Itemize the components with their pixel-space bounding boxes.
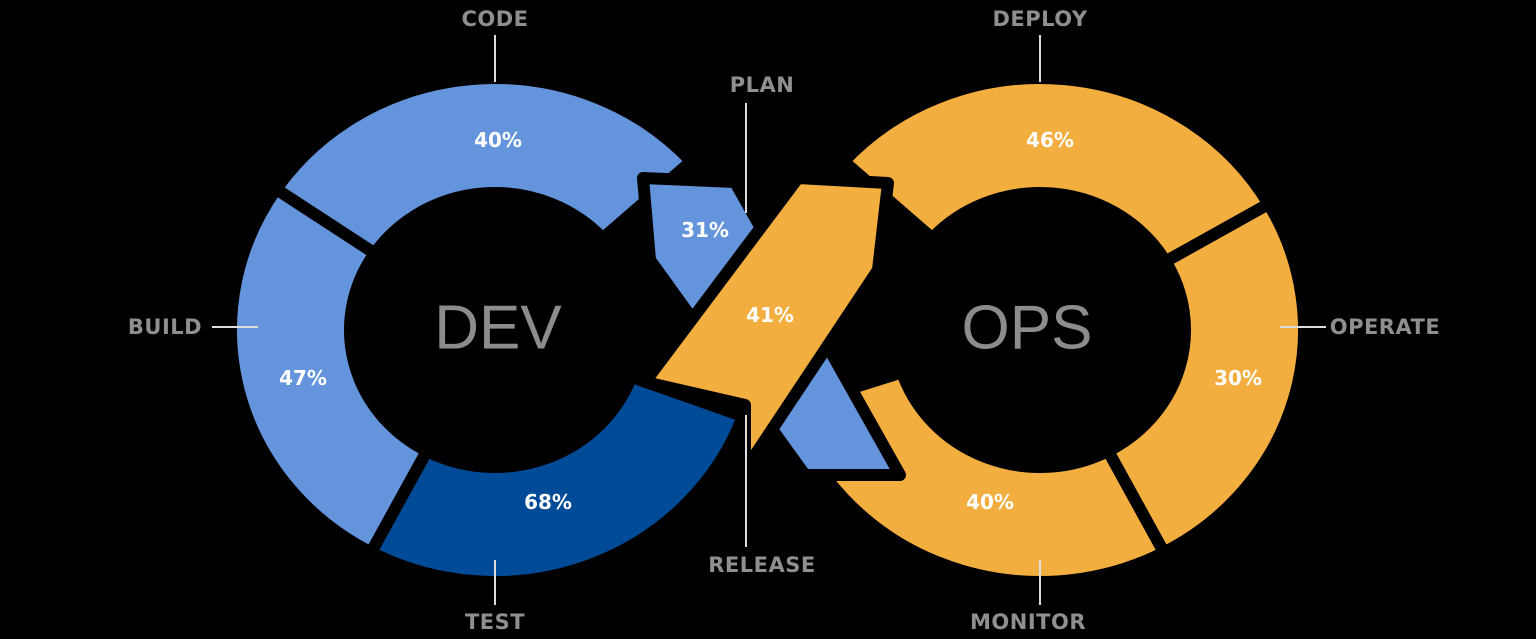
build-percent: 47% xyxy=(279,366,327,390)
ops-center-label: OPS xyxy=(961,293,1093,363)
build-segment xyxy=(225,183,433,559)
deploy-segment xyxy=(837,72,1275,268)
deploy-percent: 46% xyxy=(1026,128,1074,152)
monitor-percent: 40% xyxy=(966,490,1014,514)
code-percent: 40% xyxy=(474,128,522,152)
release-label: RELEASE xyxy=(708,553,816,577)
operate-percent: 30% xyxy=(1214,366,1262,390)
release-percent: 41% xyxy=(746,303,794,327)
dev-center-label: DEV xyxy=(434,293,562,363)
build-label: BUILD xyxy=(127,315,203,339)
code-segment xyxy=(265,72,698,264)
operate-segment xyxy=(1102,198,1310,559)
plan-label: PLAN xyxy=(729,73,795,97)
test-label: TEST xyxy=(464,610,526,634)
monitor-label: MONITOR xyxy=(970,610,1086,634)
test-percent: 68% xyxy=(524,490,572,514)
operate-label: OPERATE xyxy=(1329,315,1441,339)
plan-percent: 31% xyxy=(681,218,729,242)
test-segment xyxy=(365,370,750,588)
code-label: CODE xyxy=(461,7,529,31)
deploy-label: DEPLOY xyxy=(992,7,1088,31)
